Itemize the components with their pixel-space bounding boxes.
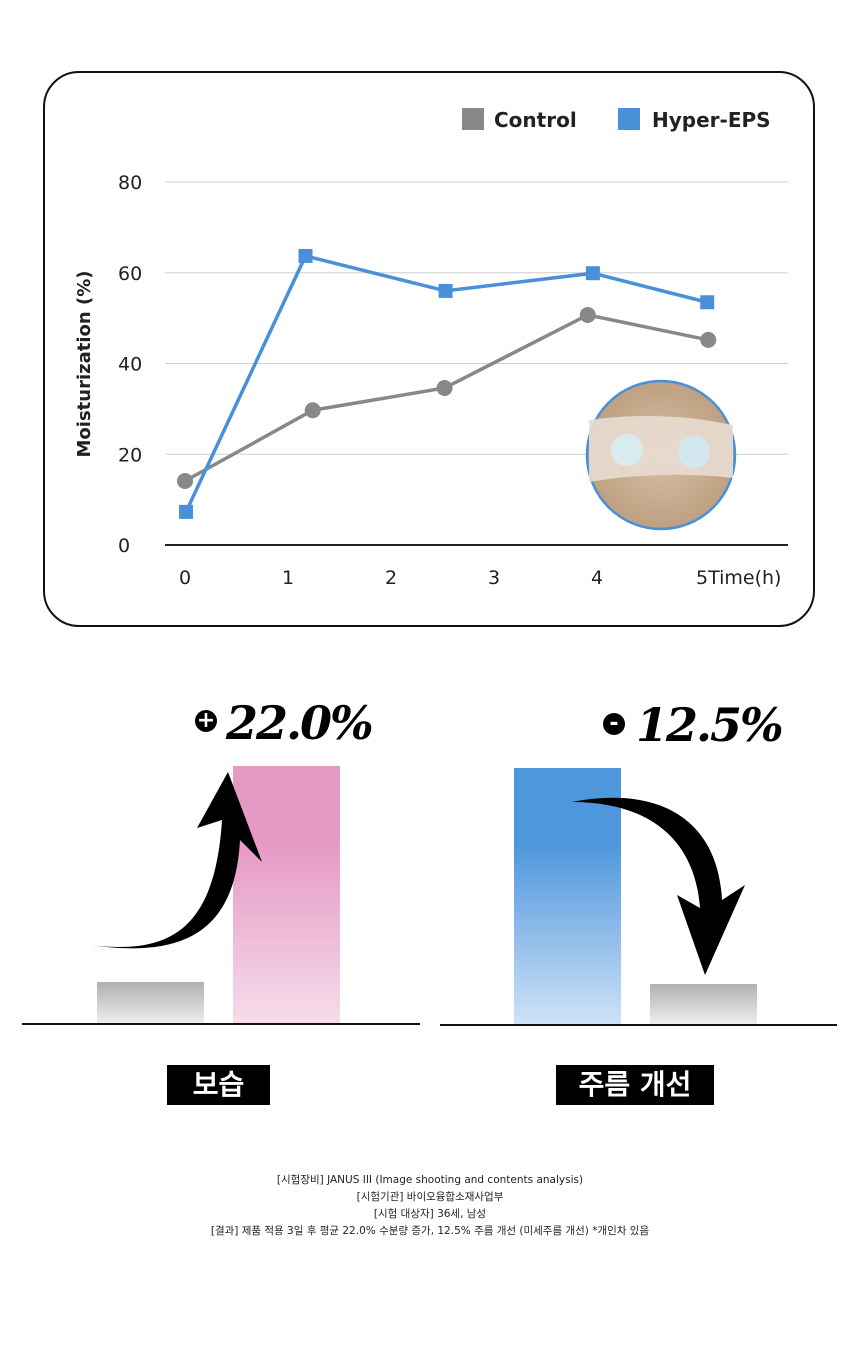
data-point (179, 504, 194, 519)
comparison-bars (22, 766, 837, 1026)
wrinkle-after-bar (650, 984, 757, 1024)
data-point (438, 283, 453, 298)
y-tick-label: 20 (118, 444, 142, 466)
legend-swatch-control (462, 108, 484, 130)
data-point (298, 248, 313, 263)
x-tick-label: 2 (385, 567, 397, 589)
arrow-down-icon (572, 797, 745, 975)
patch-photo (585, 379, 737, 531)
chart-card (43, 71, 815, 627)
footnote-subject: [시험 대상자] 36세, 남성 (373, 1208, 487, 1220)
x-tick-label: 5Time(h) (696, 567, 781, 589)
footnote-institution: [시험기관] 바이오융합소재사업부 (356, 1191, 504, 1203)
y-tick-label: 60 (118, 263, 142, 285)
data-point (177, 473, 193, 490)
data-point (585, 266, 600, 281)
footnote-equipment: [시험장비] JANUS III (Image shooting and con… (276, 1174, 584, 1186)
minus-sign-icon: - (603, 713, 625, 735)
legend-swatch-hyper-eps (618, 108, 640, 130)
moisture-before-bar (97, 982, 204, 1024)
x-tick-label: 3 (488, 567, 500, 589)
legend-label-hyper-eps: Hyper-EPS (652, 108, 771, 132)
data-point (436, 380, 453, 397)
y-tick-label: 40 (118, 354, 142, 376)
data-point (579, 306, 596, 323)
x-tick-label: 0 (179, 567, 191, 589)
y-tick-label: 0 (118, 535, 130, 557)
data-point (700, 295, 715, 310)
plus-sign-icon: + (195, 708, 217, 733)
moisture-label: 보습 (167, 1065, 270, 1105)
moisturization-chart: 0 20 40 60 80 0 1 2 3 4 5Time(h) Control Hyper-EPS… (74, 108, 788, 589)
y-tick-label: 80 (118, 172, 142, 194)
wrinkle-label: 주름 개선 (556, 1065, 714, 1105)
data-point (304, 402, 321, 419)
wrinkle-before-bar (514, 768, 621, 1024)
legend-label-control: Control (494, 108, 577, 132)
legend: Control Hyper-EPS (462, 108, 771, 132)
wrinkle-change-value: 12.5% (636, 698, 784, 752)
moisture-after-bar (233, 766, 340, 1024)
y-axis-label: Moisturization (%) (74, 271, 95, 458)
data-point (700, 331, 717, 348)
moisture-change-value: 22.0% (226, 696, 374, 750)
arrow-up-icon (90, 772, 262, 949)
footnote-result: [결과] 제품 적용 3일 후 평균 22.0% 수분량 증가, 12.5% 주… (210, 1225, 650, 1237)
footnotes: [시험장비] JANUS III (Image shooting and con… (0, 1172, 860, 1240)
x-tick-label: 1 (282, 567, 294, 589)
x-tick-label: 4 (591, 567, 603, 589)
